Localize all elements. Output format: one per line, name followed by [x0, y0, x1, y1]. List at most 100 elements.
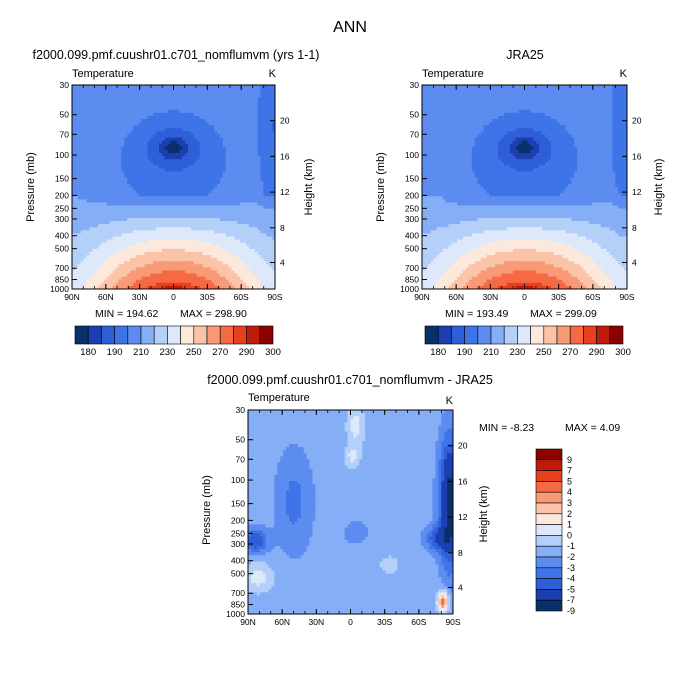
panel-model-cell [130, 162, 134, 166]
panel-model-cell [193, 196, 198, 200]
panel-model-cell [173, 230, 177, 234]
panel-model-cell [115, 251, 119, 256]
panel-model-cell [147, 242, 151, 247]
panel-model-cell [243, 279, 247, 284]
panel-model-cell [83, 103, 87, 108]
panel-reanalysis-cell [422, 91, 426, 95]
panel-reanalysis-variable: Temperature [422, 68, 484, 80]
panel-model-cell [199, 273, 203, 278]
panel-model-cell [83, 245, 87, 250]
panel-model-cell [234, 224, 238, 228]
panel-model-cell [222, 183, 227, 188]
panel-model-cell [188, 276, 192, 281]
panel-model-cell [214, 106, 218, 111]
panel-model-cell [141, 258, 145, 262]
panel-model-cell [231, 153, 235, 157]
panel-model-cell [266, 109, 270, 114]
panel-model-cell [74, 230, 79, 234]
panel-model-cell [257, 187, 261, 191]
panel-model-cell [95, 245, 99, 250]
panel-model-cell [95, 125, 99, 129]
panel-model-cell [115, 88, 119, 92]
panel-model-cell [72, 258, 76, 262]
panel-model-cell [77, 168, 82, 172]
panel-model-cell [101, 119, 105, 123]
panel-model-cell [83, 128, 87, 132]
panel-model-cell [135, 119, 140, 123]
panel-model-cell [257, 236, 261, 240]
panel-model-cell [118, 233, 122, 237]
panel-model-cell [251, 112, 256, 117]
panel-model-cell [92, 103, 96, 108]
panel-model-cell [266, 122, 270, 126]
panel-model-cell [141, 251, 145, 256]
panel-model-cell [202, 239, 206, 244]
panel-model-cell [251, 174, 256, 179]
panel-model-cell [130, 94, 134, 98]
panel-model-cell [260, 128, 264, 132]
panel-model-cell [269, 91, 273, 95]
panel-model-cell [222, 131, 227, 135]
panel-model-cell [138, 255, 142, 259]
panel-model-cell [248, 261, 253, 265]
panel-model-cell [182, 125, 186, 129]
panel-model-cell [153, 156, 157, 160]
panel-model-cell [254, 85, 258, 89]
panel-model-cell [132, 227, 137, 231]
panel-model-cell [185, 168, 189, 172]
panel-reanalysis-cell [606, 88, 610, 92]
panel-model-cell [106, 211, 111, 216]
panel-model-cell [240, 128, 244, 132]
panel-model-cell [185, 159, 189, 163]
panel-model-cell [188, 100, 192, 104]
panel-model-cell [225, 112, 229, 117]
panel-model-cell [228, 162, 232, 166]
panel-model-cell [132, 109, 137, 114]
panel-model-cell [167, 239, 171, 244]
panel-model-cell [240, 279, 244, 284]
panel-model-cell [112, 208, 116, 213]
panel-model-cell [121, 171, 125, 176]
panel-model-cell [150, 143, 154, 148]
panel-model-cell [147, 85, 151, 89]
panel-reanalysis-cell [618, 88, 622, 92]
panel-model-cell [185, 174, 189, 179]
panel-model-cell [141, 199, 145, 203]
panel-model-cell [190, 125, 195, 129]
panel-reanalysis-cell [463, 91, 467, 95]
panel-model-cell [159, 85, 163, 89]
panel-reanalysis-cell [618, 85, 622, 89]
panel-model-cell [118, 190, 122, 194]
panel-model-cell [141, 153, 145, 157]
panel-model-cell [135, 236, 140, 240]
panel-model-cell [167, 221, 171, 225]
panel-model-cell [208, 267, 212, 271]
panel-model-ytick-label: 50 [60, 110, 70, 120]
panel-model-cell [202, 233, 206, 237]
panel-model-cell [176, 183, 180, 188]
panel-model-cell [263, 183, 267, 188]
panel-model-cell [153, 282, 157, 287]
panel-model-cell [214, 103, 218, 108]
panel-model-cell [86, 115, 90, 120]
panel-model-cell [170, 242, 174, 247]
panel-model-cell [193, 146, 198, 151]
panel-model-cell [167, 273, 171, 278]
panel-model-cell [138, 122, 142, 126]
panel-model-cell [164, 165, 169, 169]
panel-model-cell [161, 221, 166, 225]
panel-model-cell [254, 196, 258, 200]
panel-model-cell [222, 153, 227, 157]
panel-model-cell [188, 134, 192, 138]
panel-model-cell [106, 285, 111, 290]
panel-model-cell [176, 214, 180, 219]
panel-model-cell [260, 171, 264, 176]
panel-model-cell [127, 156, 131, 160]
panel-model-cell [141, 140, 145, 145]
panel-reanalysis-cell [588, 85, 593, 89]
panel-model-cell [101, 153, 105, 157]
panel-model-cell [118, 264, 122, 268]
panel-model-cell [202, 91, 206, 95]
panel-model-cell [266, 131, 270, 135]
panel-model-cell [263, 258, 267, 262]
